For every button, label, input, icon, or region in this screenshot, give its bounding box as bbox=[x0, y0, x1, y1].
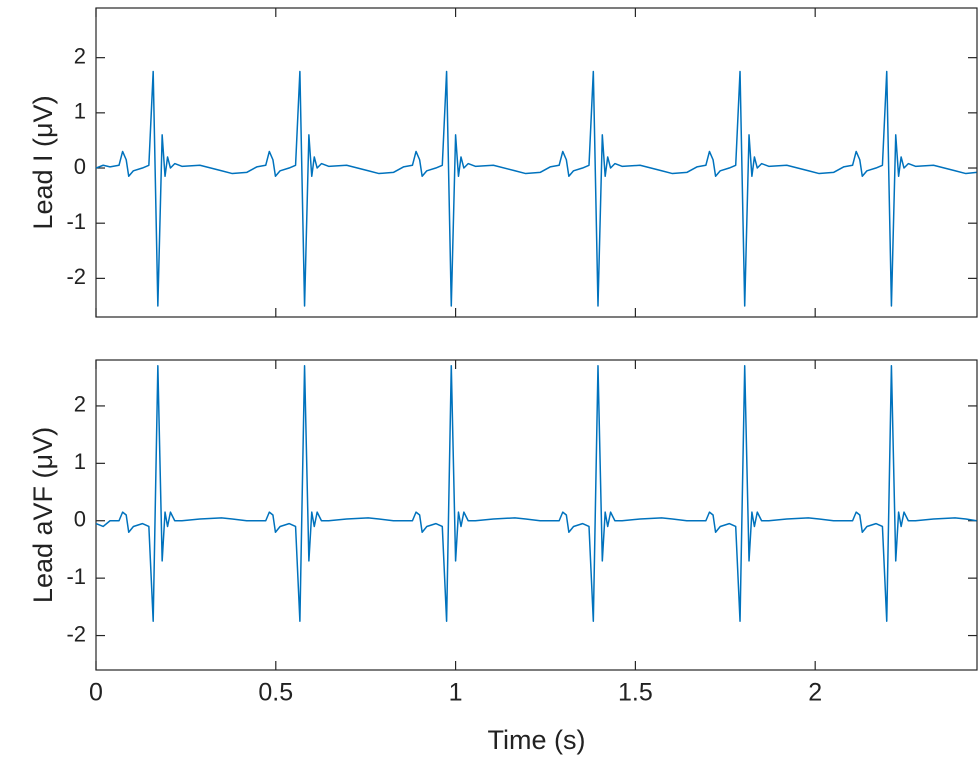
y-tick-label: 1 bbox=[74, 449, 86, 474]
y-tick-label: -1 bbox=[66, 564, 86, 589]
x-tick-label: 1.5 bbox=[618, 679, 653, 707]
y-tick-label: 0 bbox=[74, 154, 86, 179]
x-tick-label: 1 bbox=[449, 679, 463, 707]
y-axis-label: Lead I (μV) bbox=[28, 95, 58, 229]
y-tick-label: 1 bbox=[74, 99, 86, 124]
y-tick-label: 0 bbox=[74, 507, 86, 532]
axes-box bbox=[95, 7, 978, 318]
ecg-line bbox=[95, 70, 977, 307]
x-tick-label: 0.5 bbox=[258, 679, 293, 707]
y-tick-label: 2 bbox=[74, 43, 86, 68]
y-tick-label: -1 bbox=[66, 209, 86, 234]
axes-box bbox=[95, 359, 978, 671]
y-tick-label: -2 bbox=[66, 621, 86, 646]
y-tick-label: -2 bbox=[66, 264, 86, 289]
ecg-line bbox=[95, 364, 977, 622]
y-axis-label: Lead aVF (μV) bbox=[28, 427, 58, 603]
x-axis-label: Time (s) bbox=[488, 725, 586, 755]
x-tick-label: 2 bbox=[808, 679, 822, 707]
x-tick-label: 0 bbox=[89, 679, 103, 707]
y-tick-label: 2 bbox=[74, 392, 86, 417]
